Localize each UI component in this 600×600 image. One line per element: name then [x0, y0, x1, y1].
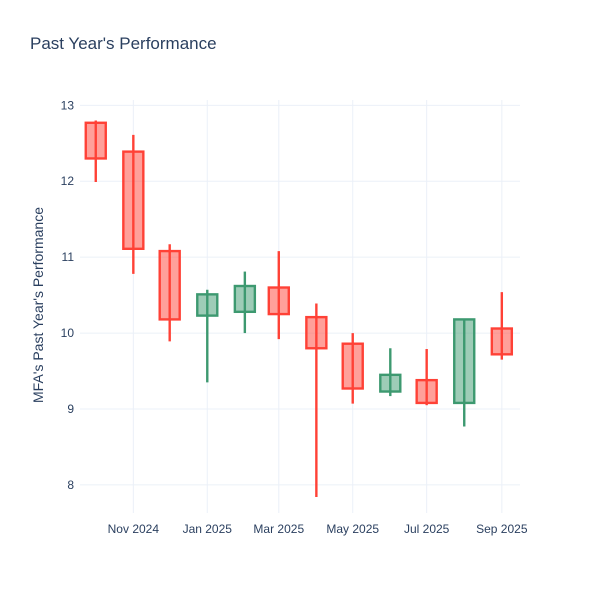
x-tick-label: Jan 2025 — [183, 522, 233, 536]
candle-body — [453, 318, 476, 405]
candle[interactable] — [267, 251, 290, 340]
candle-body — [341, 342, 364, 390]
y-tick-label: 13 — [61, 98, 75, 112]
candle-body — [158, 249, 181, 321]
x-tick-label: Jul 2025 — [404, 522, 450, 536]
chart-title: Past Year's Performance — [30, 34, 217, 53]
x-tick-label: May 2025 — [326, 522, 379, 536]
x-tick-label: Mar 2025 — [253, 522, 304, 536]
x-tick-label: Nov 2024 — [108, 522, 160, 536]
y-tick-label: 9 — [67, 402, 74, 416]
candle-body — [267, 286, 290, 316]
candle[interactable] — [453, 318, 476, 427]
candle-body — [84, 121, 107, 160]
candle[interactable] — [196, 289, 219, 383]
candle-body — [379, 373, 402, 393]
candle-body — [415, 378, 438, 405]
plot-area[interactable] — [80, 100, 520, 513]
y-tick-label: 12 — [61, 174, 75, 188]
candle[interactable] — [415, 349, 438, 406]
candle-body — [196, 293, 219, 317]
candle-body — [305, 315, 328, 350]
y-tick-label: 11 — [62, 250, 75, 264]
candle-body — [233, 284, 257, 314]
candle[interactable] — [305, 303, 328, 498]
candle[interactable] — [490, 292, 514, 360]
candle[interactable] — [233, 271, 257, 334]
candle-body — [490, 327, 514, 356]
candle[interactable] — [158, 244, 181, 342]
y-tick-label: 10 — [61, 326, 75, 340]
candle[interactable] — [122, 134, 145, 274]
x-tick-label: Sep 2025 — [476, 522, 528, 536]
candle[interactable] — [84, 120, 107, 182]
candle-body — [122, 150, 145, 251]
candle[interactable] — [379, 348, 402, 397]
candle[interactable] — [341, 333, 364, 404]
y-tick-label: 8 — [67, 478, 74, 492]
